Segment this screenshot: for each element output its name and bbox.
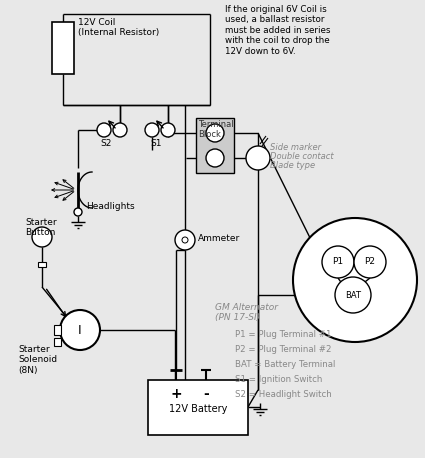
Text: 12V Coil
(Internal Resistor): 12V Coil (Internal Resistor) — [78, 18, 159, 38]
Bar — [196, 118, 234, 173]
Text: Double contact: Double contact — [270, 152, 334, 161]
Text: Blade type: Blade type — [270, 161, 315, 170]
Circle shape — [60, 310, 100, 350]
Text: +: + — [170, 387, 182, 401]
Circle shape — [175, 230, 195, 250]
Circle shape — [206, 149, 224, 167]
Circle shape — [161, 123, 175, 137]
Bar — [52, 22, 74, 74]
Circle shape — [113, 123, 127, 137]
Circle shape — [246, 146, 270, 170]
Text: Starter
Button: Starter Button — [25, 218, 57, 237]
Circle shape — [293, 218, 417, 342]
Text: Terminal
Block: Terminal Block — [198, 120, 234, 139]
Circle shape — [74, 208, 82, 216]
Text: Ammeter: Ammeter — [198, 234, 240, 243]
Text: P1 = Plug Terminal #1: P1 = Plug Terminal #1 — [235, 330, 332, 339]
Text: 12V Battery: 12V Battery — [169, 404, 227, 414]
Text: S1 = Ignition Switch: S1 = Ignition Switch — [235, 375, 323, 384]
Circle shape — [145, 123, 159, 137]
Text: -: - — [203, 387, 209, 401]
Text: BAT: BAT — [345, 290, 361, 300]
Text: S2: S2 — [100, 139, 111, 148]
Text: GM Alternator
(PN 17-SI): GM Alternator (PN 17-SI) — [215, 303, 278, 322]
Circle shape — [335, 277, 371, 313]
Circle shape — [32, 227, 52, 247]
Text: If the original 6V Coil is
used, a ballast resistor
must be added in series
with: If the original 6V Coil is used, a balla… — [225, 5, 331, 55]
Circle shape — [182, 237, 188, 243]
Text: S1: S1 — [150, 139, 162, 148]
Text: BAT = Battery Terminal: BAT = Battery Terminal — [235, 360, 335, 369]
Text: I: I — [78, 323, 82, 337]
Circle shape — [97, 123, 111, 137]
Circle shape — [322, 246, 354, 278]
Bar — [54, 325, 61, 335]
Text: P2 = Plug Terminal #2: P2 = Plug Terminal #2 — [235, 345, 332, 354]
Bar — [38, 262, 46, 267]
Circle shape — [354, 246, 386, 278]
Text: P2: P2 — [365, 257, 376, 267]
Text: P1: P1 — [332, 257, 343, 267]
Text: Starter
Solenoid
(8N): Starter Solenoid (8N) — [18, 345, 57, 375]
Text: S2 = Headlight Switch: S2 = Headlight Switch — [235, 390, 332, 399]
Text: Headlights: Headlights — [86, 202, 135, 211]
Circle shape — [206, 124, 224, 142]
Text: Side marker: Side marker — [270, 143, 321, 152]
Bar — [148, 380, 248, 435]
Bar — [54, 338, 61, 346]
